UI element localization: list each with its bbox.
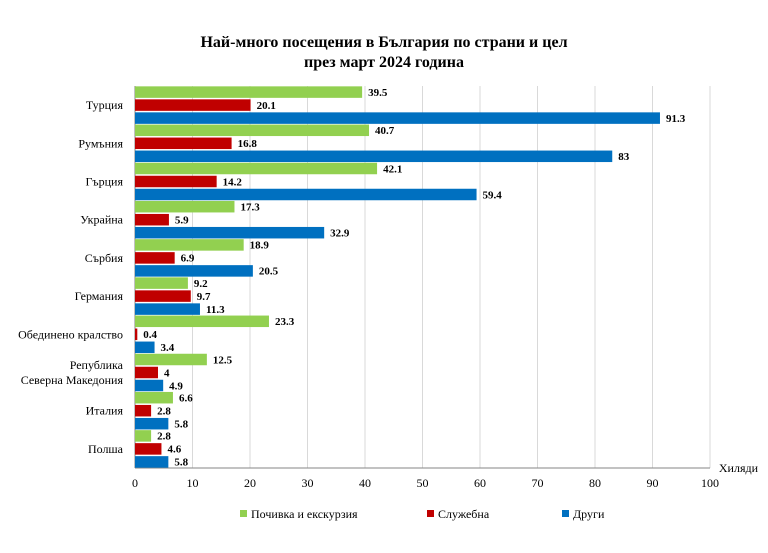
category-label: Италия <box>86 404 124 418</box>
bar-1 <box>135 430 152 442</box>
data-label: 6.9 <box>181 253 195 265</box>
legend-label-1: Почивка и екскурзия <box>251 507 358 521</box>
data-label: 6.6 <box>179 392 193 404</box>
data-label: 83 <box>618 151 630 163</box>
x-tick-labels: 0 10 20 30 40 50 60 70 80 90 100 <box>132 476 719 490</box>
data-label: 4.6 <box>167 444 181 456</box>
bar-3 <box>135 226 325 239</box>
chart-title-line-1: Най-много посещения в България по страни… <box>200 34 567 51</box>
x-tick-label: 30 <box>302 476 314 490</box>
bar-1 <box>135 86 363 98</box>
bar-3 <box>135 379 164 392</box>
bar-1 <box>135 315 269 328</box>
x-tick-label: 0 <box>132 476 138 490</box>
bar-1 <box>135 239 244 251</box>
bar-2 <box>135 290 191 302</box>
bar-1 <box>135 277 188 289</box>
category-labels: Турция Румъния Гърция Украйна Сърбия Германия… <box>18 98 124 456</box>
bar-3 <box>135 417 169 430</box>
bar-2 <box>135 137 232 150</box>
data-label: 5.8 <box>174 457 188 469</box>
data-label: 42.1 <box>383 163 402 175</box>
bar-2 <box>135 252 175 264</box>
data-label: 18.9 <box>250 240 270 252</box>
data-label: 16.8 <box>238 138 258 150</box>
bar-2 <box>135 366 158 379</box>
x-tick-label: 10 <box>187 476 199 490</box>
data-label: 5.8 <box>174 418 188 430</box>
bar-3 <box>135 341 155 354</box>
bar-2 <box>135 443 162 455</box>
data-label: 91.3 <box>666 113 686 125</box>
data-label: 59.4 <box>483 189 503 201</box>
legend-swatch-2 <box>427 510 434 517</box>
chart-title-line-2: през март 2024 година <box>304 54 464 71</box>
category-label: Полша <box>88 442 124 456</box>
x-tick-label: 80 <box>589 476 601 490</box>
bar-3 <box>135 188 477 201</box>
category-label: Обединено кралство <box>18 327 123 341</box>
data-label: 9.2 <box>194 278 208 290</box>
bar-3 <box>135 456 169 468</box>
bar-2 <box>135 404 152 417</box>
data-label: 40.7 <box>375 125 395 137</box>
x-tick-label: 100 <box>701 476 719 490</box>
data-label: 3.4 <box>161 342 175 354</box>
bar-2 <box>135 328 138 341</box>
category-label: Гърция <box>85 175 123 189</box>
data-label: 12.5 <box>213 354 233 366</box>
legend-label-3: Други <box>573 507 605 521</box>
bar-1 <box>135 124 370 137</box>
x-tick-label: 20 <box>244 476 256 490</box>
bar-3 <box>135 150 613 163</box>
data-label: 2.8 <box>157 405 171 417</box>
category-label: Република <box>70 358 124 372</box>
bars: 39.5 20.1 91.3 40.7 16.8 83 42.1 14.2 59.4 17.3 5.… <box>135 86 686 469</box>
data-label: 4.9 <box>169 380 183 392</box>
category-label: Украйна <box>80 213 123 227</box>
x-tick-label: 50 <box>417 476 429 490</box>
category-label: Турция <box>86 98 124 112</box>
bar-3 <box>135 303 200 315</box>
data-label: 0.4 <box>143 329 157 341</box>
data-label: 23.3 <box>275 316 295 328</box>
bar-1 <box>135 353 207 366</box>
legend: Почивка и екскурзия Служебна Други <box>240 507 605 521</box>
data-label: 32.9 <box>330 227 350 239</box>
bar-3 <box>135 112 660 124</box>
data-label: 14.2 <box>223 176 243 188</box>
data-label: 5.9 <box>175 214 189 226</box>
bar-3 <box>135 265 253 277</box>
category-label: Северна Македония <box>21 373 124 387</box>
bar-2 <box>135 175 217 188</box>
bar-2 <box>135 213 169 226</box>
bar-1 <box>135 391 173 404</box>
x-tick-label: 90 <box>647 476 659 490</box>
data-label: 39.5 <box>368 87 388 99</box>
category-label: Сърбия <box>85 251 124 265</box>
data-label: 20.5 <box>259 266 279 278</box>
legend-swatch-3 <box>562 510 569 517</box>
x-tick-label: 40 <box>359 476 371 490</box>
category-label: Германия <box>75 289 124 303</box>
legend-swatch-1 <box>240 510 247 517</box>
x-tick-label: 70 <box>532 476 544 490</box>
data-label: 11.3 <box>206 304 225 316</box>
x-tick-label: 60 <box>474 476 486 490</box>
bar-2 <box>135 99 251 111</box>
data-label: 20.1 <box>257 100 276 112</box>
data-label: 2.8 <box>157 431 171 443</box>
unit-label: Хиляди <box>719 461 759 475</box>
data-label: 9.7 <box>197 291 211 303</box>
gridlines <box>134 86 711 469</box>
bar-1 <box>135 162 378 175</box>
legend-label-2: Служебна <box>438 507 490 521</box>
category-label: Румъния <box>78 136 123 150</box>
data-label: 4 <box>164 367 170 379</box>
data-label: 17.3 <box>240 201 260 213</box>
bar-1 <box>135 200 235 213</box>
